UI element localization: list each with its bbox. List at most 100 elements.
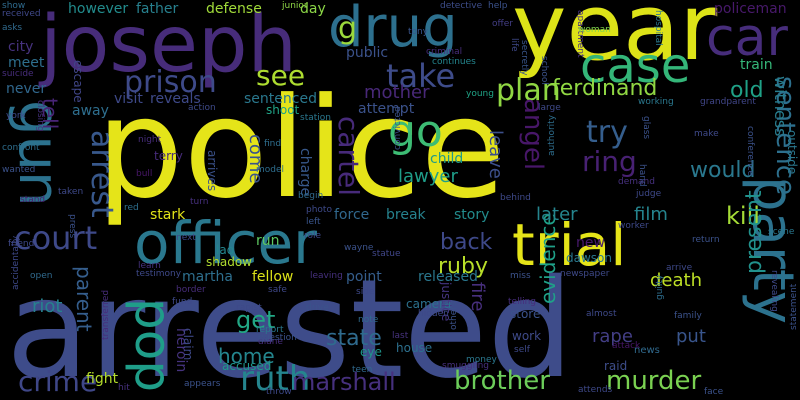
small-word: scene <box>768 227 795 237</box>
word: defense <box>206 1 262 17</box>
word: point <box>346 269 382 285</box>
small-word: convicted <box>393 106 403 150</box>
small-word: taken <box>58 187 84 197</box>
word: visit <box>114 91 143 107</box>
small-word: large <box>538 103 561 113</box>
word: court <box>14 219 98 257</box>
small-word: turn <box>190 197 209 207</box>
small-word: open <box>30 271 53 281</box>
word: cartel <box>332 116 365 197</box>
small-word: secretly <box>519 40 529 76</box>
small-word: hidden <box>418 309 449 319</box>
word: kill <box>726 202 760 230</box>
small-word: asks <box>2 23 23 33</box>
word: go <box>388 106 443 157</box>
word: old <box>730 78 764 103</box>
small-word: attack <box>612 341 641 351</box>
word: back <box>440 230 493 255</box>
small-word: safe <box>268 285 287 295</box>
small-word: report <box>256 325 284 335</box>
word: house <box>396 341 433 355</box>
small-word: smuggling <box>442 361 490 371</box>
small-word: drive <box>306 303 329 313</box>
small-word: accidentally <box>11 235 21 290</box>
word: ruth <box>240 359 311 399</box>
word: news <box>634 345 660 356</box>
word: raid <box>604 359 628 373</box>
small-word: money <box>466 355 497 365</box>
word: officer <box>134 209 317 277</box>
word: terry <box>154 149 183 163</box>
small-word: working <box>638 97 674 107</box>
small-word: outside <box>785 130 799 175</box>
small-word: border <box>176 285 206 295</box>
small-word: family <box>674 311 702 321</box>
word: police <box>96 68 506 229</box>
word: train <box>740 57 773 73</box>
small-word: grandparent <box>700 97 756 107</box>
word: mother <box>364 82 430 103</box>
word: parent <box>72 266 96 332</box>
word: never <box>6 81 47 97</box>
word: plan <box>496 73 561 108</box>
word: death <box>650 270 702 291</box>
word: child <box>430 151 464 167</box>
word: put <box>676 326 706 347</box>
word: riot <box>32 296 63 317</box>
word: pop <box>124 298 182 393</box>
word: arrest <box>84 130 119 218</box>
word: later <box>536 204 578 225</box>
small-word: make <box>694 129 719 139</box>
word: however <box>68 1 129 17</box>
word: come <box>245 134 266 184</box>
word: new <box>576 235 605 251</box>
small-word: side <box>356 287 375 297</box>
word: crime <box>18 365 98 398</box>
small-word: diane <box>258 337 283 347</box>
word: present <box>742 190 767 274</box>
word: work <box>512 329 542 343</box>
word: try <box>586 115 628 150</box>
small-word: continues <box>432 57 476 67</box>
word: arrives <box>205 150 219 192</box>
small-word: young <box>466 89 494 99</box>
small-word: return <box>692 235 720 245</box>
small-word: telling <box>508 297 536 307</box>
word: case <box>580 38 691 94</box>
small-word: offer <box>492 19 513 29</box>
word: story <box>454 207 490 223</box>
word: fight <box>86 371 119 387</box>
small-word: fund <box>172 297 193 307</box>
word: g <box>338 11 358 46</box>
word: murder <box>606 366 702 396</box>
small-word: leaving <box>310 271 343 281</box>
word: accused <box>222 359 272 373</box>
word: dawson <box>566 251 612 265</box>
small-word: teen <box>352 365 373 375</box>
word: drug <box>328 0 458 60</box>
small-word: next <box>176 233 196 243</box>
small-word: appears <box>184 379 221 389</box>
small-word: stand <box>20 195 46 205</box>
word: father <box>136 1 179 17</box>
word: shadow <box>206 255 252 269</box>
small-word: glass <box>641 116 651 140</box>
word: ferdinand <box>552 76 658 101</box>
small-word: rapist <box>236 303 262 313</box>
small-word: judge <box>636 189 662 199</box>
small-word: left <box>306 217 321 227</box>
word: marshall <box>292 368 396 396</box>
word: fire <box>467 282 488 312</box>
word: car <box>706 8 788 68</box>
word: arrested <box>6 251 574 400</box>
small-word: begin <box>298 191 324 201</box>
small-word: model <box>256 165 285 175</box>
small-word: woman <box>578 25 611 35</box>
word: store <box>510 307 541 321</box>
word: meet <box>8 55 45 71</box>
word: would <box>690 158 756 183</box>
small-word: criminal <box>426 47 463 57</box>
word: lawyer <box>398 166 458 187</box>
small-word: self <box>514 345 530 355</box>
word: ring <box>582 145 637 178</box>
